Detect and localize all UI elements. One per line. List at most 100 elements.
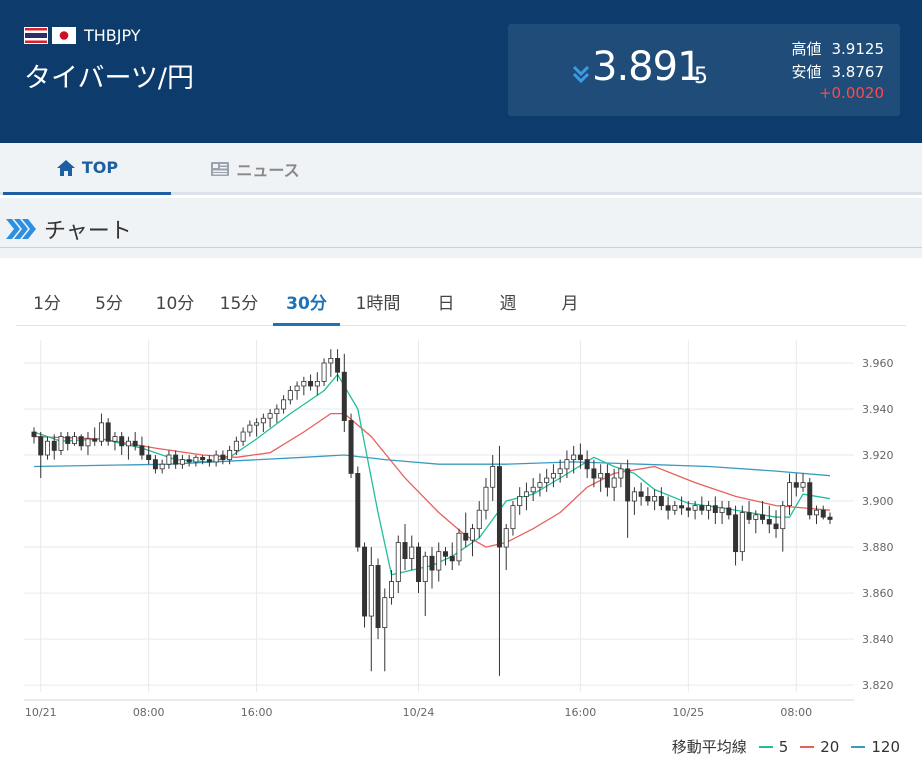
candle-down [807,482,813,516]
candle-up [550,473,556,479]
chevrons-icon [6,219,36,239]
candle-up [537,482,543,488]
current-price-pip: 5 [694,64,708,89]
candle-up [179,459,185,465]
tab-top-label: TOP [81,158,119,177]
tab-news-label: ニュース [236,161,300,180]
tab-top[interactable]: TOP [3,143,171,195]
candle-down [766,519,772,525]
down-arrow-icon [572,65,590,84]
candle-up [112,436,118,442]
period-week[interactable]: 週 [499,294,517,314]
candle-down [746,512,752,520]
y-tick-label: 3.820 [862,679,894,692]
candle-up [294,385,300,392]
thailand-flag-icon [24,27,48,44]
candle-down [31,431,37,438]
candle-up [233,440,239,451]
tab-news[interactable]: ニュース [171,143,339,195]
candle-down [186,459,192,463]
candle-up [71,436,77,444]
main-tabs: TOP ニュース [0,143,922,195]
price-change: +0.0020 [818,84,884,102]
candle-up [753,514,759,520]
x-tick-label: 08:00 [780,706,812,719]
candle-up [800,482,806,488]
period-day[interactable]: 日 [437,294,455,314]
quote-header: THBJPY タイバーツ/円 3.891 5 高値 3.9125 安値 3.8767… [0,0,922,143]
candle-up [382,597,388,628]
candle-down [200,456,206,461]
candle-up [45,440,50,456]
pair-code: THBJPY [84,26,141,45]
legend-ma120-label: 120 [871,737,900,756]
candle-up [267,413,273,419]
candle-down [577,454,583,461]
ma5-line [33,373,831,576]
pair-name: タイバーツ/円 [24,63,195,94]
candle-down [658,496,664,507]
candle-down [712,505,718,513]
candle-up [706,505,712,511]
candle-up [368,565,374,617]
high-row: 高値 3.9125 [791,38,884,59]
candle-up [456,532,462,562]
x-tick-label: 10/25 [672,706,704,719]
candle-down [726,507,732,516]
chart-section-header: チャート [0,198,922,258]
candle-up [523,491,529,497]
candle-up [125,440,131,447]
moving-average-legend: 移動平均線 5 20 120 [672,736,900,757]
candle-down [375,565,381,628]
period-30min[interactable]: 30分 [273,284,340,326]
legend-ma5-swatch [758,745,773,748]
candle-up [490,466,496,488]
y-tick-label: 3.900 [862,495,894,508]
candle-down [443,551,448,557]
period-month[interactable]: 月 [561,294,579,314]
candle-up [159,463,165,470]
period-15min[interactable]: 15分 [219,294,259,314]
candle-down [827,516,833,520]
candle-up [618,468,624,479]
period-10min[interactable]: 10分 [155,294,195,314]
y-tick-label: 3.880 [862,541,894,554]
period-1min[interactable]: 1分 [33,294,61,314]
candle-down [638,491,644,497]
candle-up [254,422,260,426]
current-price: 3.891 [592,44,703,90]
candle-up [328,358,334,364]
x-tick-label: 16:00 [565,706,597,719]
candle-up [314,381,320,387]
candle-up [780,505,786,530]
candlestick-chart[interactable]: 10/21 08:00 16:00 10/24 16:00 10/25 08:00 3.960… [24,336,904,726]
candle-up [517,496,523,507]
candle-up [652,496,658,502]
candle-down [645,496,651,502]
chart-svg[interactable]: 10/21 08:00 16:00 10/24 16:00 10/25 08:00 3.960… [24,336,904,726]
candle-down [429,555,435,571]
candle-down [773,523,779,530]
period-1hour[interactable]: 1時間 [355,294,401,314]
candle-down [38,436,44,456]
low-value: 3.8767 [831,63,885,81]
period-5min[interactable]: 5分 [95,294,123,314]
candle-down [132,440,138,447]
candle-down [78,436,84,447]
y-tick-label: 3.860 [862,587,894,600]
candle-up [301,381,307,387]
candle-down [51,440,57,451]
legend-ma120-swatch [851,745,866,748]
candle-up [469,528,475,541]
candle-up [409,546,415,559]
candle-down [496,466,502,548]
candle-up [571,454,577,461]
candle-up [395,542,401,582]
ma20-line [33,412,831,548]
candle-up [530,486,536,493]
candle-down [625,468,631,502]
candle-down [584,459,590,470]
period-tabs: 1分 5分 10分 15分 30分 1時間 日 週 月 [16,284,906,326]
candle-up [510,505,516,530]
candle-up [58,436,64,451]
